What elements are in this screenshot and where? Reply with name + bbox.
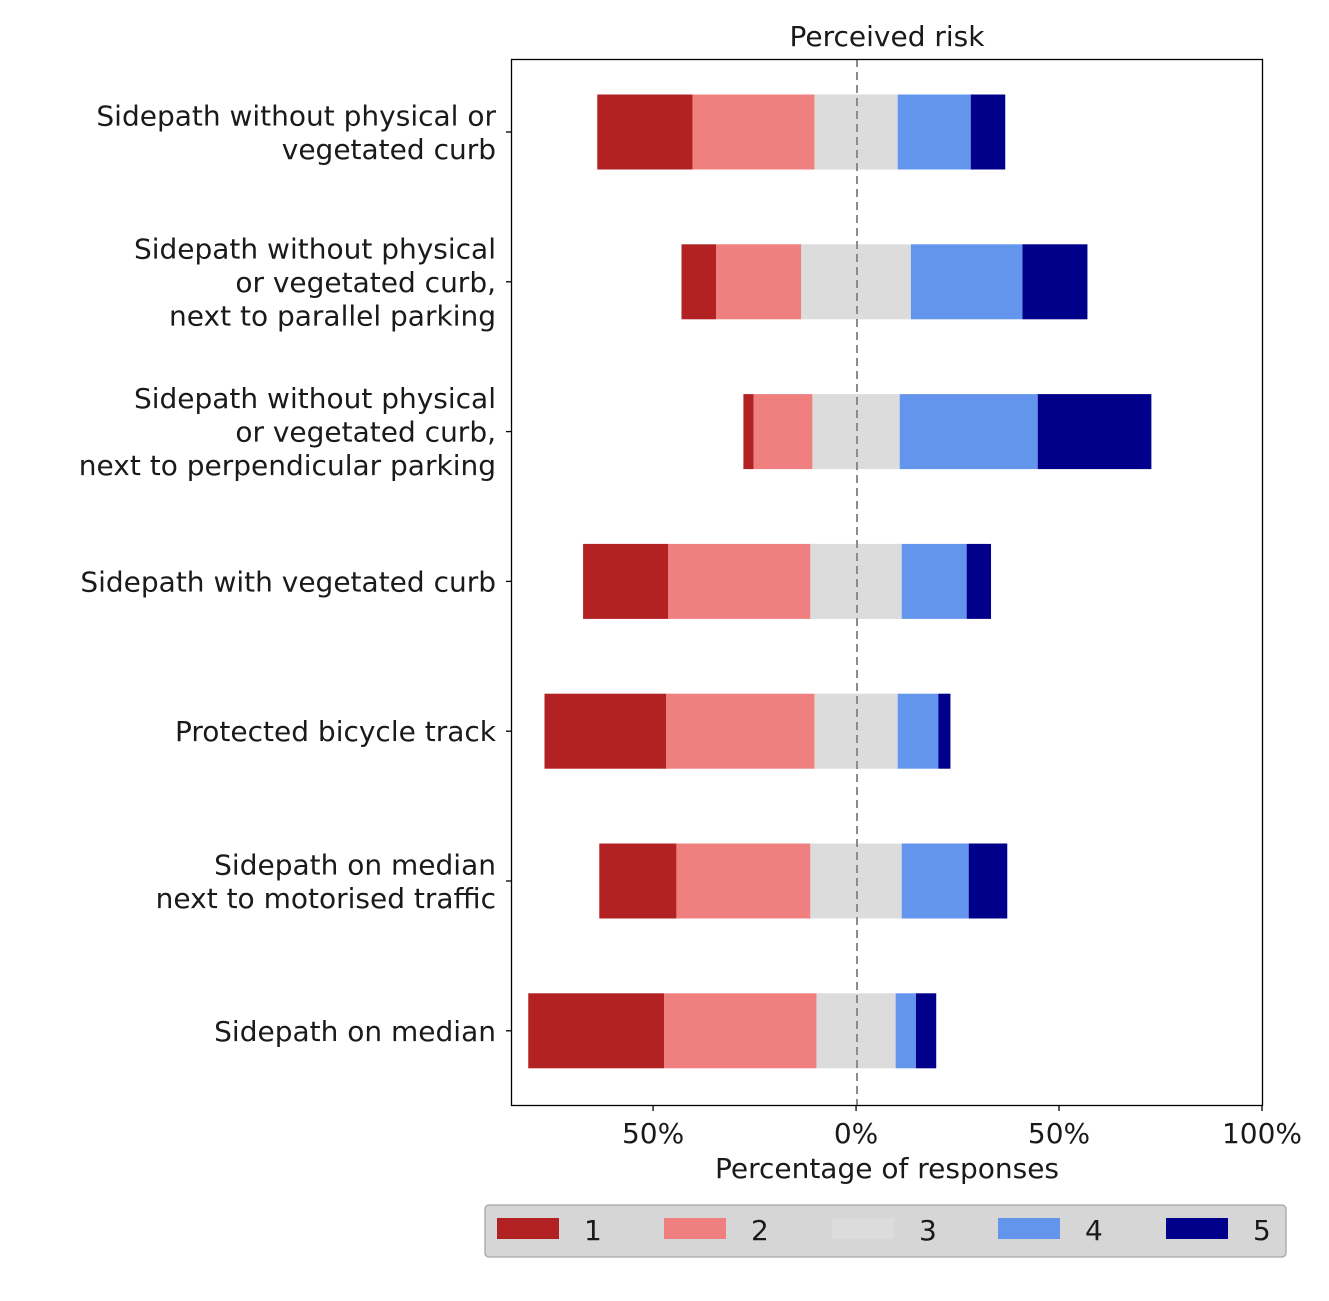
- x-tick-label: 50%: [622, 1117, 684, 1150]
- y-tick-label: next to motorised traffic: [156, 882, 496, 915]
- bar-segment-5: [938, 693, 951, 769]
- bar-segment-1: [681, 244, 717, 320]
- bar-segment-3: [812, 394, 900, 470]
- bar-segment-2: [716, 244, 802, 320]
- bar-segment-5: [966, 543, 992, 619]
- bar-segment-4: [895, 993, 916, 1069]
- bar-segment-1: [743, 394, 754, 470]
- bar-segment-5: [915, 993, 937, 1069]
- bar-segment-3: [816, 993, 896, 1069]
- bars-group: [528, 94, 1152, 1069]
- y-tick-label: Sidepath with vegetated curb: [80, 565, 496, 598]
- bar-segment-2: [666, 693, 815, 769]
- legend-label-3: 3: [919, 1214, 937, 1247]
- bar-segment-4: [901, 843, 969, 919]
- bar-segment-5: [1022, 244, 1088, 320]
- chart-title: Perceived risk: [790, 20, 986, 53]
- y-tick-label: Sidepath on median: [214, 848, 496, 881]
- legend-label-4: 4: [1085, 1214, 1103, 1247]
- bar-segment-2: [668, 543, 811, 619]
- legend-label-1: 1: [584, 1214, 602, 1247]
- bar-segment-1: [528, 993, 665, 1069]
- bar-segment-5: [968, 843, 1008, 919]
- y-tick-label: next to parallel parking: [169, 299, 496, 332]
- bar-segment-1: [583, 543, 669, 619]
- bar-segment-1: [599, 843, 677, 919]
- bar-segment-2: [664, 993, 817, 1069]
- legend-swatch-5: [1166, 1218, 1228, 1239]
- y-tick-label: next to perpendicular parking: [79, 449, 496, 482]
- bar-segment-5: [1037, 394, 1152, 470]
- bar-segment-2: [692, 94, 815, 170]
- bar-segment-2: [753, 394, 813, 470]
- legend-label-2: 2: [751, 1214, 769, 1247]
- y-tick-label: Sidepath without physical: [134, 232, 496, 265]
- bar-segment-3: [814, 693, 898, 769]
- bar-segment-4: [897, 693, 939, 769]
- bar-segment-4: [901, 543, 967, 619]
- legend-label-5: 5: [1253, 1214, 1271, 1247]
- bar-segment-2: [676, 843, 811, 919]
- legend-swatch-4: [998, 1218, 1060, 1239]
- bar-segment-4: [899, 394, 1038, 470]
- x-axis-label: Percentage of responses: [715, 1152, 1059, 1185]
- y-tick-label: or vegetated curb,: [235, 266, 496, 299]
- legend: 1 2 3 4 5: [484, 1204, 1287, 1258]
- x-tick-label: 50%: [1028, 1117, 1090, 1150]
- x-axis: 50% 0% 50% 100%: [622, 1105, 1302, 1150]
- y-tick-label: Sidepath without physical: [134, 382, 496, 415]
- y-tick-label: vegetated curb: [282, 133, 496, 166]
- y-tick-label: or vegetated curb,: [235, 416, 496, 449]
- legend-swatch-1: [497, 1218, 559, 1239]
- y-tick-label: Protected bicycle track: [175, 715, 497, 748]
- legend-swatch-3: [832, 1218, 894, 1239]
- x-tick-label: 100%: [1222, 1117, 1302, 1150]
- y-tick-label: Sidepath without physical or: [96, 99, 496, 132]
- bar-segment-4: [910, 244, 1023, 320]
- y-tick-label: Sidepath on median: [214, 1015, 496, 1048]
- plot-frame: [510, 58, 1264, 1107]
- bar-segment-1: [597, 94, 693, 170]
- bar-segment-4: [897, 94, 971, 170]
- bar-segment-5: [970, 94, 1006, 170]
- legend-swatch-2: [664, 1218, 726, 1239]
- x-tick-label: 0%: [834, 1117, 878, 1150]
- bar-segment-1: [544, 693, 667, 769]
